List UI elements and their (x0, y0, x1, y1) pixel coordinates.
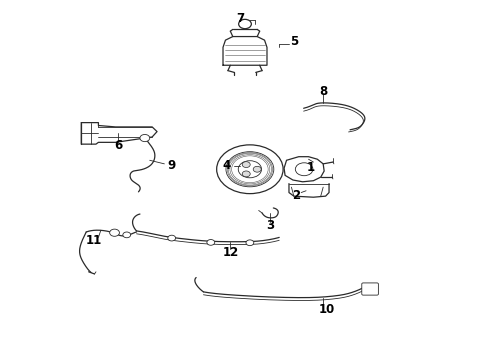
Text: 6: 6 (114, 139, 122, 152)
Circle shape (242, 162, 250, 167)
Text: 11: 11 (85, 234, 101, 247)
Text: 5: 5 (290, 35, 298, 49)
Circle shape (226, 152, 274, 187)
Circle shape (253, 166, 261, 172)
Text: 7: 7 (236, 12, 244, 25)
Text: 10: 10 (319, 303, 335, 316)
Circle shape (238, 161, 262, 178)
Circle shape (217, 145, 283, 194)
Text: 9: 9 (168, 159, 176, 172)
Circle shape (246, 240, 254, 246)
Circle shape (140, 134, 150, 141)
Circle shape (242, 171, 250, 177)
Text: 1: 1 (307, 161, 315, 174)
Circle shape (123, 232, 131, 238)
Text: 12: 12 (222, 246, 239, 259)
Circle shape (207, 239, 215, 245)
Text: 4: 4 (222, 159, 231, 172)
Circle shape (168, 235, 175, 241)
Text: 2: 2 (292, 189, 300, 202)
FancyBboxPatch shape (362, 283, 378, 295)
Circle shape (239, 19, 251, 29)
Circle shape (295, 163, 313, 176)
Circle shape (110, 229, 120, 236)
Text: 8: 8 (319, 85, 327, 98)
Text: 3: 3 (267, 219, 274, 232)
